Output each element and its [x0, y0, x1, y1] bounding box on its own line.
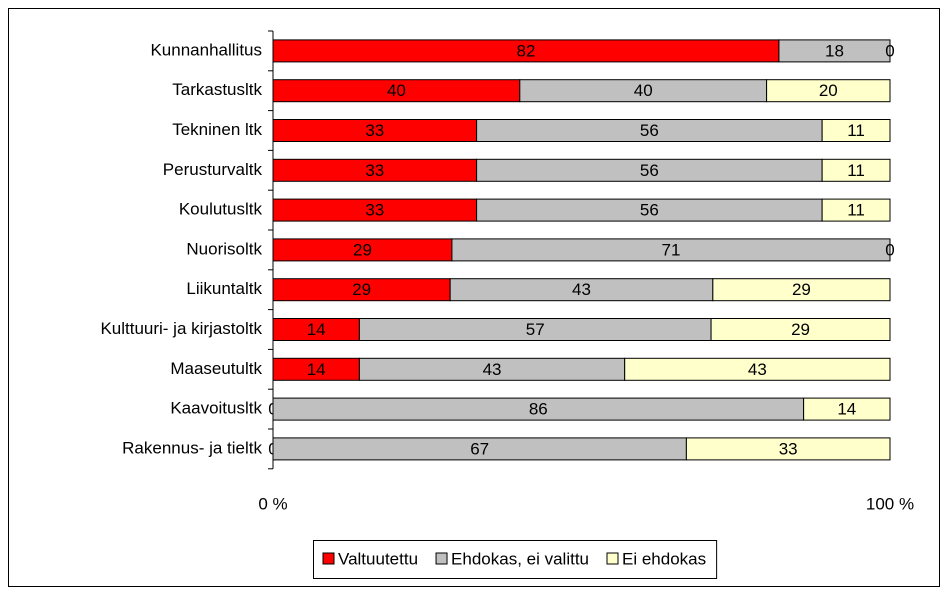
legend-label: Valtuutettu — [338, 549, 418, 568]
category-label: Kulttuuri- ja kirjastoltk — [100, 319, 262, 338]
data-label: 33 — [779, 439, 798, 458]
data-label: 29 — [792, 280, 811, 299]
bar-segment — [451, 238, 891, 262]
bar-segment — [821, 119, 891, 142]
legend-marker — [606, 552, 619, 565]
category-label: Liikuntaltk — [186, 279, 262, 298]
bar-segment — [803, 397, 891, 421]
data-label: 43 — [572, 280, 591, 299]
legend: Valtuutettu Ehdokas, ei valittu Ei ehdokas — [313, 540, 718, 579]
data-label: 29 — [352, 280, 371, 299]
data-label: 56 — [640, 161, 659, 180]
data-label: 20 — [819, 81, 838, 100]
data-label: 33 — [365, 201, 384, 220]
data-label: 33 — [365, 161, 384, 180]
data-label: 18 — [825, 41, 844, 60]
legend-box — [313, 540, 718, 579]
data-label: 0 — [885, 41, 894, 60]
category-label: Koulutusltk — [179, 200, 263, 219]
data-label: 14 — [837, 400, 856, 419]
data-label: 11 — [847, 161, 865, 180]
legend-marker — [322, 552, 335, 565]
category-label: Kaavoitusltk — [170, 399, 262, 418]
bar-segment — [821, 158, 891, 182]
legend-marker — [435, 552, 448, 565]
x-tick-label: 100 % — [866, 494, 914, 513]
legend-label: Ei ehdokas — [622, 549, 706, 568]
category-label: Perusturvaltk — [163, 160, 263, 179]
legend-label: Ehdokas, ei valittu — [451, 549, 589, 568]
bar-segment — [778, 39, 891, 63]
data-label: 14 — [307, 320, 326, 339]
bar-segment — [766, 79, 891, 103]
category-label: Nuorisoltk — [186, 239, 262, 258]
data-label: 56 — [640, 201, 659, 220]
data-label: 57 — [526, 320, 545, 339]
category-label: Rakennus- ja tieltk — [122, 438, 262, 457]
data-label: 40 — [387, 81, 406, 100]
bar-segment — [712, 278, 891, 302]
category-label: Tekninen ltk — [172, 120, 262, 139]
data-label: 40 — [634, 81, 653, 100]
data-label: 71 — [662, 240, 681, 259]
data-label: 86 — [529, 400, 548, 419]
bar-segment — [685, 437, 891, 461]
bar-segment — [624, 357, 891, 381]
data-label: 14 — [307, 360, 326, 379]
data-label: 56 — [640, 121, 659, 140]
data-label: 0 — [885, 240, 894, 259]
data-label: 29 — [353, 240, 372, 259]
x-tick-label: 0 % — [258, 494, 287, 513]
bar-segment — [821, 198, 891, 222]
category-label: Tarkastusltk — [172, 80, 262, 99]
data-label: 67 — [470, 439, 489, 458]
bar-segment — [710, 318, 891, 341]
data-label: 11 — [847, 121, 865, 140]
data-label: 29 — [791, 320, 810, 339]
data-label: 33 — [365, 121, 384, 140]
category-label: Kunnanhallitus — [150, 40, 262, 59]
data-label: 82 — [517, 41, 536, 60]
data-label: 43 — [748, 360, 767, 379]
data-label: 11 — [847, 201, 865, 220]
data-label: 43 — [483, 360, 502, 379]
category-label: Maaseutultk — [170, 359, 262, 378]
